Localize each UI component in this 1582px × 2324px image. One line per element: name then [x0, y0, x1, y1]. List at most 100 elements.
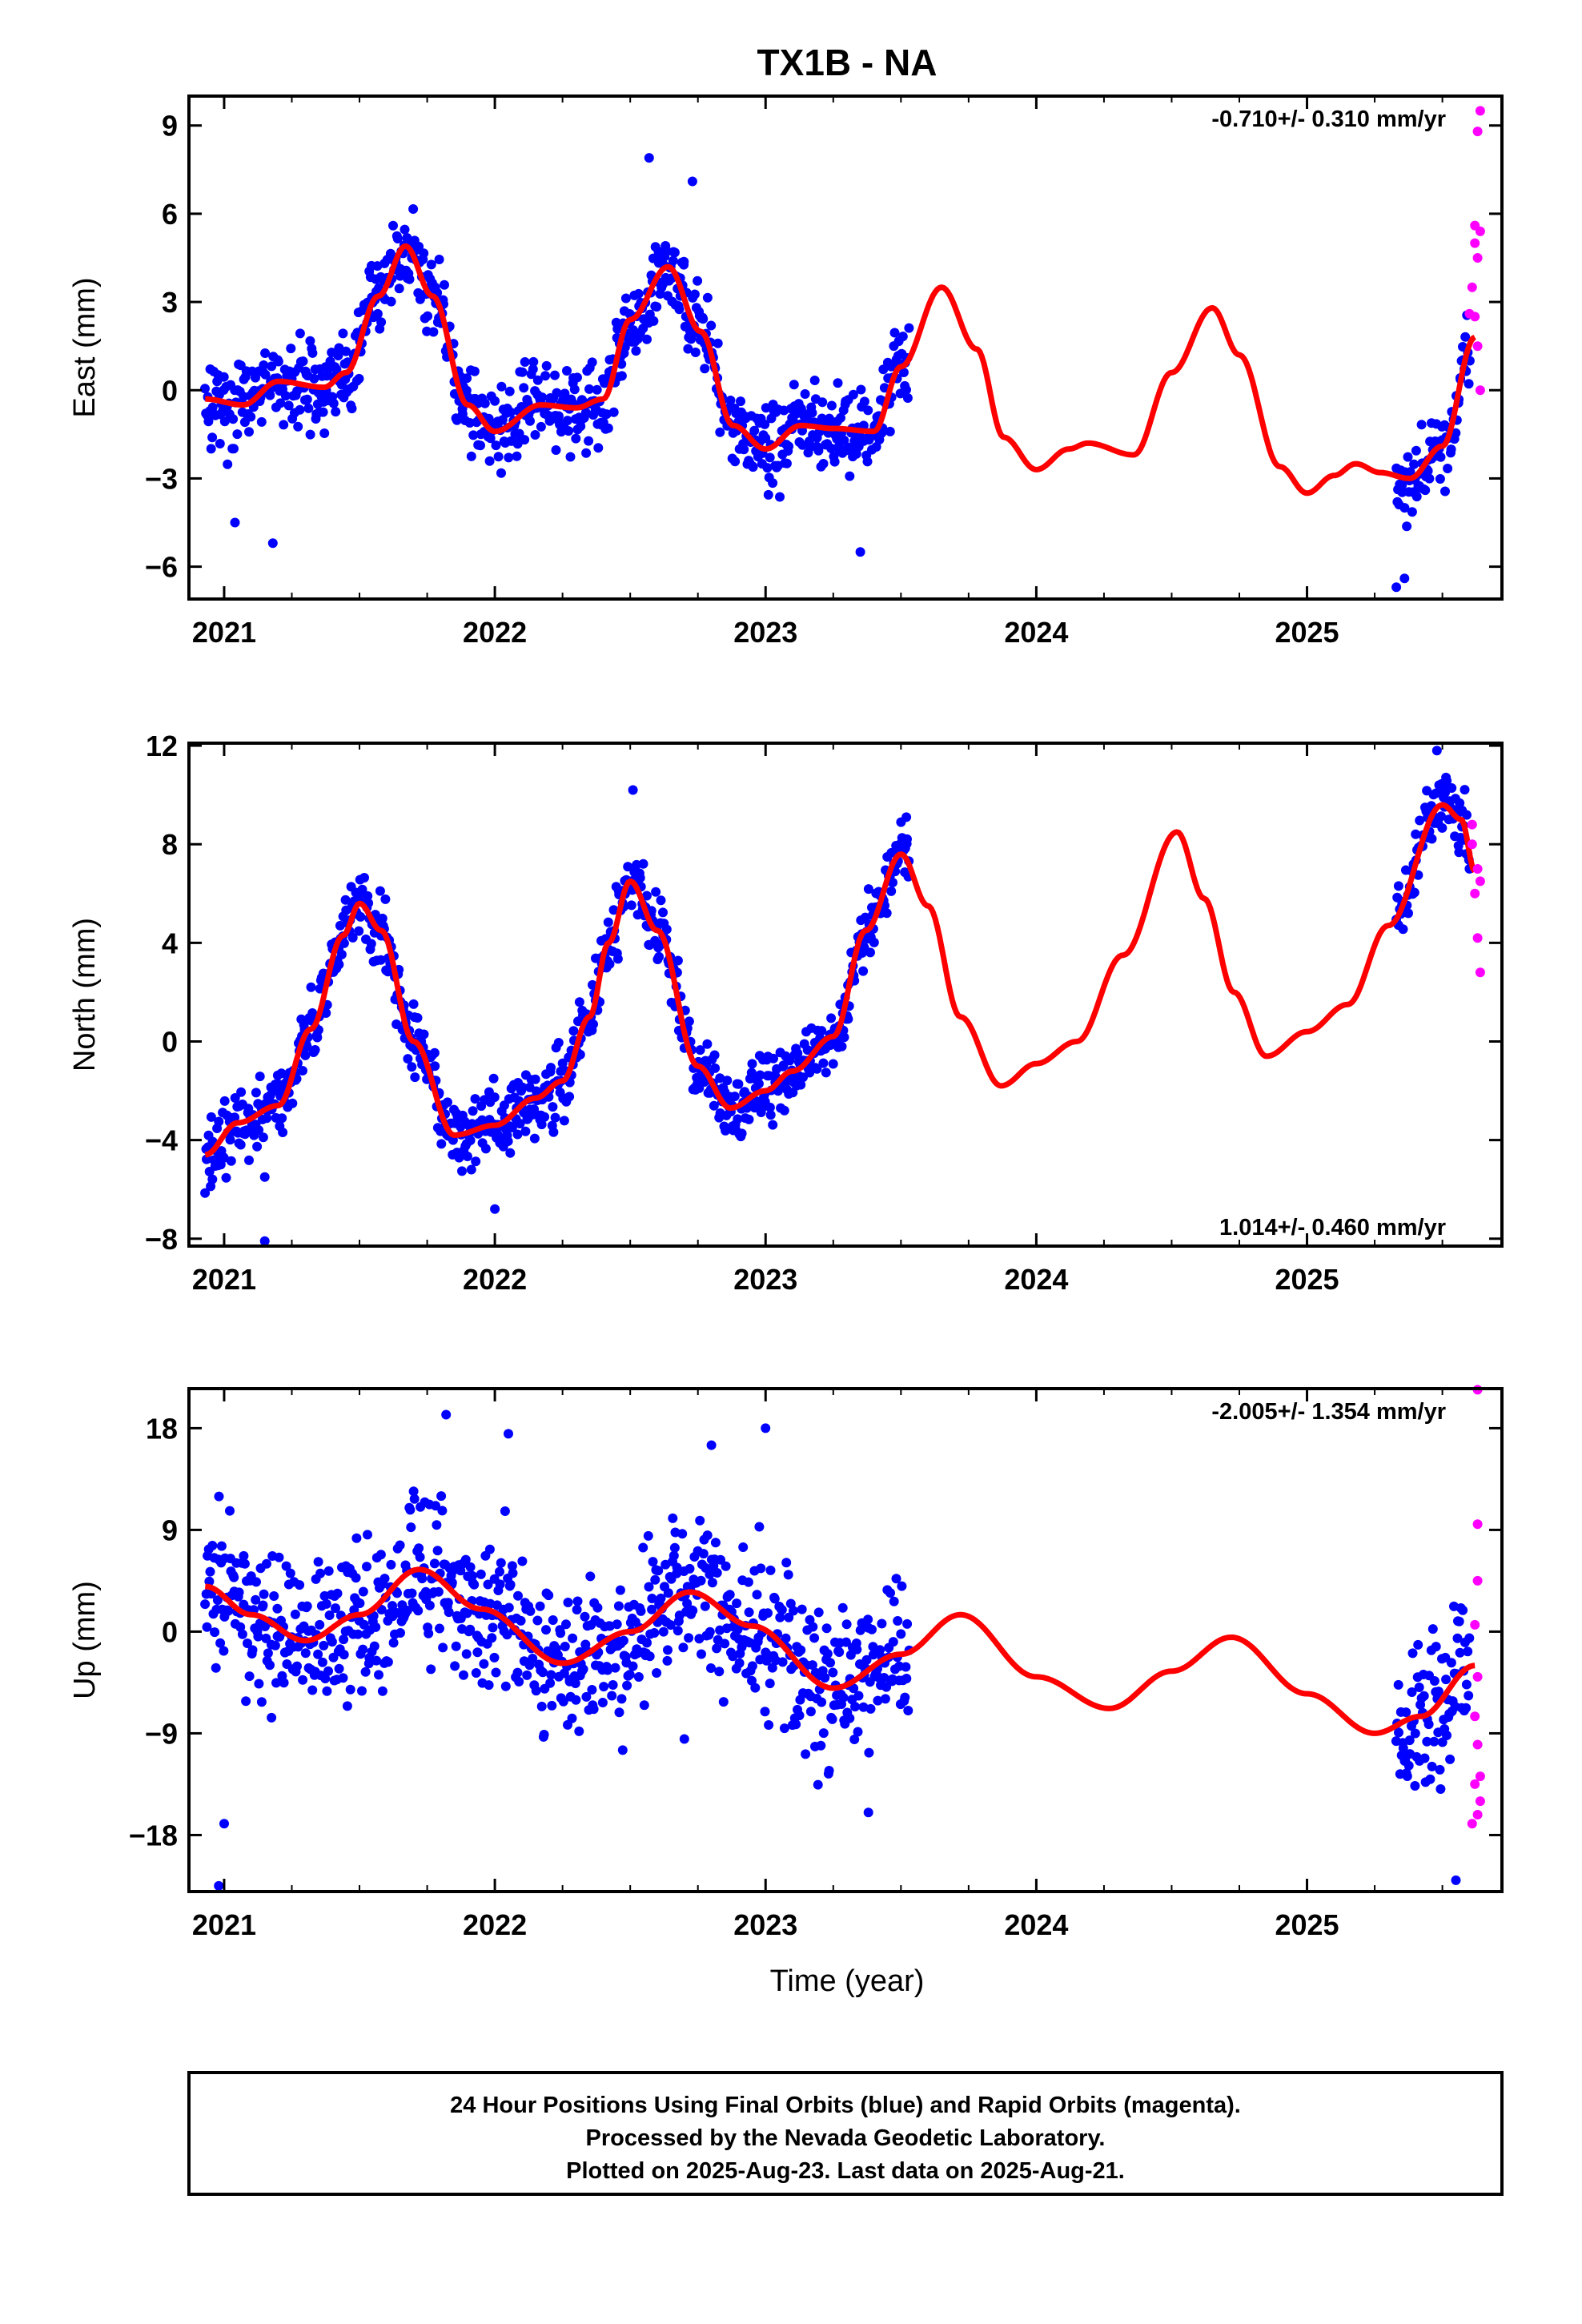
east-final-point [532, 375, 543, 385]
up-final-point [714, 1667, 725, 1677]
up-final-point [1393, 1679, 1403, 1690]
north-final-point [505, 1148, 516, 1158]
east-final-point [1411, 445, 1421, 456]
up-final-point [571, 1695, 581, 1705]
east-final-point [809, 376, 820, 385]
up-final-point [317, 1657, 327, 1667]
north-final-point [865, 947, 875, 958]
up-final-point [698, 1549, 709, 1559]
north-final-point [651, 887, 661, 897]
up-final-point [794, 1711, 805, 1721]
east-final-point [592, 384, 602, 395]
east-final-point [572, 372, 582, 383]
east-final-point [901, 384, 911, 395]
north-final-point [302, 1042, 312, 1051]
north-final-point [468, 1106, 478, 1116]
east-xtick-label: 2021 [192, 616, 256, 649]
east-final-point [862, 456, 873, 467]
up-final-point [479, 1659, 489, 1669]
up-final-point [638, 1542, 648, 1553]
east-ytick-label: 6 [162, 198, 178, 231]
north-final-point [520, 1126, 531, 1136]
up-final-point [853, 1691, 864, 1701]
east-final-point [462, 373, 472, 384]
north-rapid-point [1472, 864, 1483, 874]
north-final-point [366, 939, 376, 949]
east-axis-label: East (mm) [68, 277, 102, 417]
up-final-point [561, 1619, 571, 1630]
up-final-point [765, 1679, 775, 1689]
north-final-point [828, 1059, 838, 1069]
east-final-point [1416, 420, 1427, 430]
east-final-point [305, 336, 315, 346]
up-rapid-point [1470, 1619, 1480, 1630]
north-final-point [359, 873, 369, 883]
north-final-point [548, 1102, 558, 1112]
east-final-point [476, 440, 485, 451]
up-final-point [495, 1579, 505, 1590]
north-final-point [641, 891, 652, 901]
north-final-point [466, 1164, 476, 1175]
east-final-point [845, 471, 855, 481]
east-final-point [644, 153, 654, 163]
north-final-point [258, 1132, 268, 1143]
up-final-point [688, 1606, 698, 1616]
up-final-point [791, 1719, 801, 1730]
up-final-point [548, 1615, 558, 1625]
up-final-point [525, 1606, 536, 1616]
east-final-point [897, 332, 908, 342]
east-final-point [537, 392, 548, 403]
up-final-point [673, 1626, 683, 1636]
up-final-point [200, 1599, 211, 1610]
up-final-point [761, 1423, 771, 1433]
up-final-point [267, 1712, 277, 1723]
east-ytick-label: −6 [145, 551, 178, 584]
up-rapid-point [1472, 1671, 1483, 1682]
north-final-point [457, 1166, 467, 1176]
up-final-point [721, 1561, 731, 1571]
up-final-point [628, 1661, 638, 1671]
north-final-point [881, 908, 892, 919]
up-final-point [1403, 1760, 1414, 1771]
up-final-point [580, 1611, 590, 1622]
north-xtick-label: 2025 [1275, 1263, 1339, 1296]
up-final-point [461, 1649, 472, 1659]
up-ytick-label: 0 [162, 1615, 178, 1648]
up-final-point [607, 1691, 617, 1701]
east-final-point [784, 441, 794, 452]
east-ytick-label: −3 [145, 462, 178, 495]
east-final-point [331, 407, 341, 417]
north-final-point [298, 1066, 307, 1076]
up-final-point [578, 1664, 588, 1675]
up-final-point [797, 1604, 807, 1614]
up-final-point [560, 1642, 570, 1651]
north-xtick-label: 2021 [192, 1263, 256, 1296]
east-final-point [569, 384, 580, 395]
north-final-point [540, 1112, 550, 1122]
up-final-point [828, 1667, 838, 1678]
north-final-point [638, 858, 648, 869]
east-ytick-label: 9 [162, 110, 178, 143]
east-model-line [204, 243, 1476, 497]
up-final-point [435, 1623, 444, 1634]
north-final-point [202, 1154, 211, 1164]
up-final-point [644, 1651, 655, 1662]
east-final-point [485, 433, 496, 444]
north-final-point [407, 1062, 417, 1072]
up-final-point [300, 1648, 311, 1659]
east-final-point [761, 433, 771, 444]
east-final-point [829, 456, 840, 467]
up-final-point [362, 1562, 371, 1572]
east-rapid-points [1464, 106, 1485, 396]
up-final-point [383, 1657, 393, 1667]
east-final-point [1435, 452, 1446, 462]
north-final-point [1431, 746, 1442, 756]
up-final-point [358, 1644, 368, 1655]
east-final-point [229, 444, 239, 454]
up-final-point [888, 1637, 898, 1647]
up-final-point [476, 1569, 486, 1579]
up-final-point [677, 1529, 688, 1539]
up-final-point [239, 1558, 250, 1569]
up-final-point [684, 1633, 694, 1643]
up-final-point [614, 1707, 624, 1718]
